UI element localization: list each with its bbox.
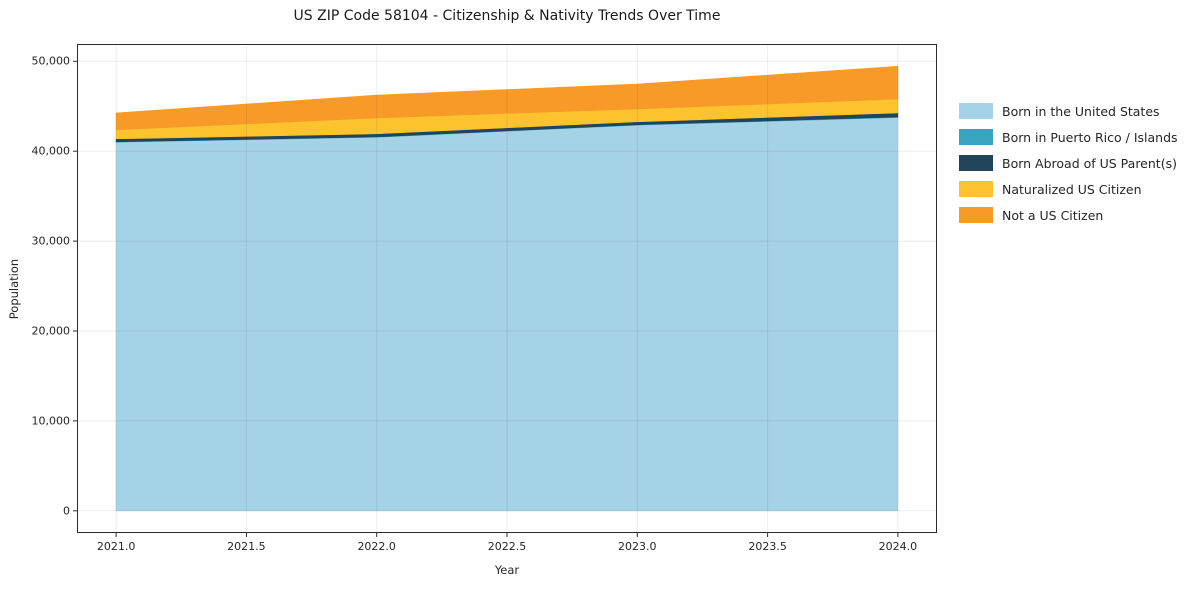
legend-item-0: Born in the United States	[959, 103, 1178, 119]
legend: Born in the United States Born in Puerto …	[959, 103, 1178, 233]
y-tick-label: 40,000	[31, 144, 71, 158]
y-tick-label: 50,000	[31, 54, 71, 68]
legend-label: Naturalized US Citizen	[1002, 181, 1142, 197]
legend-swatch	[959, 207, 993, 223]
legend-label: Not a US Citizen	[1002, 207, 1104, 223]
legend-label: Born in the United States	[1002, 103, 1160, 119]
x-tick-label: 2021.0	[96, 540, 136, 553]
legend-item-4: Not a US Citizen	[959, 207, 1178, 223]
x-tick-label: 2023.5	[748, 540, 787, 553]
x-tick-label: 2022.0	[357, 540, 396, 553]
y-tick-label: 20,000	[31, 324, 71, 338]
area-series-4	[115, 65, 899, 131]
x-tick-label: 2023.0	[618, 540, 657, 553]
legend-item-3: Naturalized US Citizen	[959, 181, 1178, 197]
x-tick-label: 2021.5	[227, 540, 266, 553]
x-tick-label: 2022.5	[487, 540, 527, 553]
legend-label: Born in Puerto Rico / Islands	[1002, 129, 1178, 145]
legend-item-1: Born in Puerto Rico / Islands	[959, 129, 1178, 145]
legend-swatch	[959, 155, 993, 171]
plot-frame	[77, 44, 937, 533]
x-tick-label: 2024.0	[878, 540, 918, 553]
x-axis-label: Year	[494, 563, 520, 577]
legend-swatch	[959, 181, 993, 197]
legend-label: Born Abroad of US Parent(s)	[1002, 155, 1177, 171]
legend-swatch	[959, 103, 993, 119]
y-tick-label: 30,000	[31, 234, 71, 248]
y-tick-label: 10,000	[31, 414, 71, 428]
chart-title: US ZIP Code 58104 - Citizenship & Nativi…	[293, 8, 721, 24]
legend-item-2: Born Abroad of US Parent(s)	[959, 155, 1178, 171]
y-tick-label: 0	[63, 504, 70, 518]
legend-swatch	[959, 129, 993, 145]
